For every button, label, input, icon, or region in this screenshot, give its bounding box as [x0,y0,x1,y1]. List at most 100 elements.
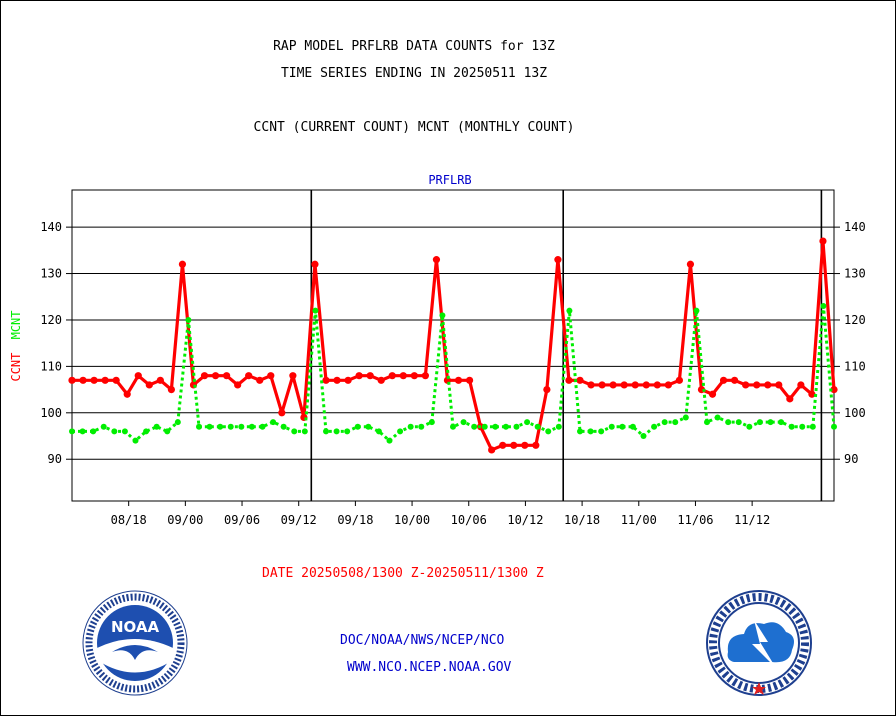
data-point-mcnt [418,423,425,430]
national-weather-service-logo [706,590,812,696]
data-point-mcnt [513,423,520,430]
data-point-mcnt [619,423,626,430]
data-point-ccnt [631,381,639,389]
data-point-ccnt [620,381,628,389]
data-point-ccnt [719,376,728,384]
series-mcnt [69,303,837,444]
data-point-mcnt [587,428,594,435]
data-point-mcnt [185,316,192,323]
series-description: CCNT (CURRENT COUNT) MCNT (MONTHLY COUNT… [253,120,575,135]
date-range: DATE 20250508/1300 Z-20250511/1300 Z [262,566,544,581]
website-link[interactable]: WWW.NCO.NCEP.NOAA.GOV [347,660,512,675]
data-point-ccnt [819,237,827,245]
data-point-ccnt [764,381,772,389]
y-axis-ticks: 90 90 100 100 110 110 120 120 130 130 140 140 [40,220,865,466]
x-tick-label: 11/06 [677,513,713,527]
y-label-mcnt: MCNT [9,310,23,339]
data-point-mcnt [206,423,213,430]
data-point-ccnt [786,395,794,403]
series-ccnt [68,237,838,454]
noaa-logo: NOAA [82,590,188,696]
x-tick-label: 08/18 [111,513,147,527]
data-point-ccnt [123,390,131,398]
data-point-mcnt [164,428,171,435]
data-point-mcnt [492,423,499,430]
data-point-ccnt [488,446,496,454]
data-point-mcnt [69,428,75,435]
data-point-mcnt [534,423,541,430]
data-point-mcnt [450,423,456,430]
data-point-ccnt [90,376,98,384]
data-point-ccnt [675,376,683,384]
data-point-ccnt [753,381,761,389]
data-point-mcnt [259,423,266,430]
series-group [68,237,838,454]
data-point-mcnt [291,428,298,435]
x-tick-label: 09/06 [224,513,260,527]
data-point-mcnt [788,423,795,430]
panel-title: PRFLRB [428,173,471,187]
data-point-ccnt [399,372,407,380]
data-point-ccnt [112,376,120,384]
y-axis-label: CCNT MCNT [9,310,23,381]
data-point-mcnt [354,423,361,430]
data-point-ccnt [167,385,175,394]
data-point-mcnt [682,414,689,421]
data-point-ccnt [388,372,396,380]
x-tick-label: 10/06 [451,513,487,527]
data-point-mcnt [280,423,287,430]
data-point-ccnt [510,441,518,449]
data-point-mcnt [248,423,255,430]
data-point-ccnt [68,376,76,384]
data-point-mcnt [661,419,668,426]
data-point-ccnt [256,376,264,384]
data-point-ccnt [333,376,341,384]
data-point-mcnt [778,419,785,426]
data-point-ccnt [200,372,209,380]
data-point-ccnt [731,376,739,384]
data-point-mcnt [153,423,160,430]
x-tick-label: 10/00 [394,513,430,527]
y-tick-label-left: 120 [40,313,62,327]
svg-text:NOAA: NOAA [111,618,160,636]
data-point-ccnt [289,372,297,380]
data-point-ccnt [355,372,363,380]
data-point-mcnt [143,428,150,435]
data-point-mcnt [397,428,404,435]
data-point-mcnt [460,419,467,426]
data-point-mcnt [375,428,382,435]
data-point-mcnt [629,423,636,430]
data-point-ccnt [808,390,816,398]
x-tick-label: 09/12 [281,513,317,527]
data-point-ccnt [598,381,606,389]
data-point-mcnt [693,307,700,314]
org-path: DOC/NOAA/NWS/NCEP/NCO [340,633,505,648]
x-tick-label: 11/12 [734,513,770,527]
data-point-mcnt [365,423,372,430]
data-point-mcnt [407,423,414,430]
data-point-mcnt [704,419,710,426]
data-point-mcnt [344,428,351,435]
data-point-mcnt [820,303,827,310]
data-point-mcnt [799,423,806,430]
data-point-mcnt [725,419,732,426]
data-point-mcnt [577,428,583,435]
data-point-mcnt [672,419,679,426]
data-point-mcnt [90,428,97,435]
data-point-mcnt [333,428,340,435]
data-point-mcnt [756,419,763,426]
data-point-mcnt [481,423,488,430]
data-point-mcnt [809,423,816,430]
data-point-ccnt [211,372,220,380]
data-point-ccnt [267,372,275,380]
data-point-ccnt [554,256,562,264]
data-point-mcnt [121,428,128,435]
y-tick-label-right: 90 [844,452,858,466]
data-point-ccnt [322,376,330,384]
data-point-ccnt [532,441,540,449]
data-point-ccnt [587,381,595,389]
data-point-ccnt [145,381,153,389]
data-point-mcnt [767,419,774,426]
data-point-ccnt [686,260,695,268]
